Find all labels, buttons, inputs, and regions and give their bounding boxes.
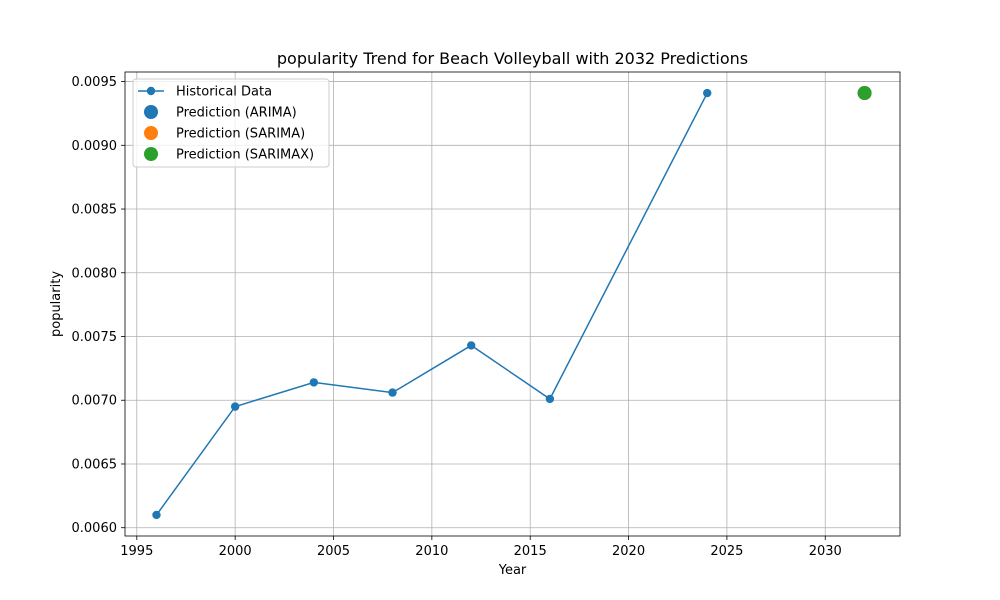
y-tick-label: 0.0060: [72, 521, 118, 536]
legend-label: Historical Data: [176, 85, 272, 100]
legend-point-swatch: [144, 105, 158, 119]
grid: [125, 72, 900, 536]
chart-title: popularity Trend for Beach Volleyball wi…: [277, 49, 748, 68]
y-tick-label: 0.0070: [72, 394, 118, 409]
plot-series: [152, 86, 872, 520]
plot-frame: [124, 71, 901, 537]
historical-data-point: [545, 394, 555, 404]
legend-point-swatch: [144, 126, 158, 140]
legend-point-swatch: [144, 147, 158, 161]
historical-data-point: [309, 378, 319, 387]
historical-data-point: [388, 388, 397, 397]
historical-data-point: [230, 402, 240, 411]
y-tick-label: 0.0065: [72, 457, 118, 472]
legend-marker-swatch: [146, 86, 156, 96]
y-tick-label: 0.0090: [72, 139, 118, 154]
x-tick-label: 2005: [317, 544, 350, 559]
x-tick-label: 2025: [710, 544, 743, 559]
y-axis-title: popularity: [49, 271, 64, 337]
y-tick-label: 0.0085: [72, 203, 118, 218]
x-tick-label: 2020: [612, 544, 645, 559]
legend-label: Prediction (SARIMAX): [176, 148, 314, 163]
x-axis-title: Year: [498, 563, 527, 578]
x-tick-label: 2000: [219, 544, 252, 559]
axes: 1995 2000 2005 2010 2015 2020 2025 2030 0.0060 0.…: [72, 71, 901, 559]
y-tick-label: 0.0075: [72, 330, 118, 345]
y-tick-label: 0.0095: [72, 75, 118, 90]
x-tick-label: 2015: [514, 544, 547, 559]
historical-data-point: [703, 88, 712, 98]
x-tick-label: 2010: [415, 544, 448, 559]
historical-data-point: [152, 510, 161, 520]
legend-box: [132, 78, 330, 168]
prediction-point-3: [857, 86, 872, 101]
x-tick-label: 1995: [120, 544, 153, 559]
legend: Historical Data Prediction (ARIMA) Predict…: [132, 78, 330, 168]
legend-label: Prediction (ARIMA): [176, 106, 297, 121]
legend-label: Prediction (SARIMA): [176, 127, 305, 142]
historical-data-point: [466, 341, 476, 350]
x-tick-label: 2030: [809, 544, 842, 559]
y-tick-label: 0.0080: [72, 266, 118, 281]
